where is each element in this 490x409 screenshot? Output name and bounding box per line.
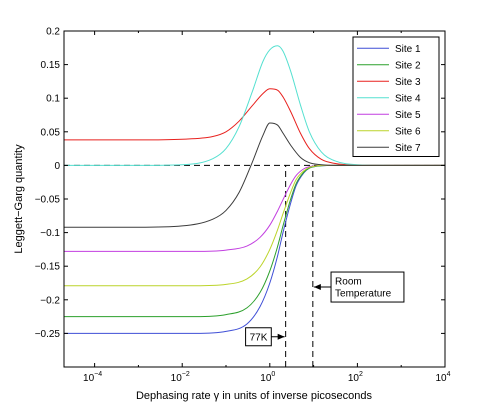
y-tick-label: 0.1: [46, 94, 60, 105]
y-tick-label: −0.05: [35, 195, 61, 206]
y-tick-label: 0.15: [41, 60, 61, 71]
annotation-arrow-head-1: [277, 333, 285, 340]
y-tick-label: −0.15: [35, 262, 61, 273]
y-tick-label: 0: [54, 161, 60, 172]
x-tick-label: 104: [435, 371, 450, 384]
y-axis-title: Leggett−Garg quantity: [13, 144, 25, 254]
legend-label-site-6: Site 6: [395, 126, 421, 137]
y-tick-label: −0.25: [35, 329, 61, 340]
legend-label-site-5: Site 5: [395, 110, 421, 121]
annotation-arrow-head-2: [313, 284, 321, 291]
annotation-label-2: Temperature: [335, 289, 392, 300]
legend: Site 1 Site 2 Site 3 Site 4 Site 5 Site 6 Site…: [352, 36, 440, 157]
series-line-site-3: [64, 88, 445, 166]
legend-box: [352, 36, 440, 157]
y-tick-label: −0.2: [40, 295, 60, 306]
x-tick-label: 100: [260, 371, 275, 384]
series-line-site-4: [64, 45, 445, 166]
annotation-label-2: Room: [335, 277, 362, 288]
legend-label-site-7: Site 7: [395, 143, 421, 154]
legend-label-site-2: Site 2: [395, 60, 421, 71]
legend-label-site-4: Site 4: [395, 93, 421, 104]
annotation-box-2: [330, 271, 405, 303]
y-tick-label: 0.2: [46, 27, 60, 38]
x-tick-label: 10−4: [83, 371, 102, 384]
legend-label-site-3: Site 3: [395, 77, 421, 88]
series-line-site-7: [64, 122, 445, 228]
legend-label-site-1: Site 1: [395, 44, 421, 55]
annotation-label-1: 77K: [250, 332, 268, 343]
x-tick-label: 10−2: [171, 371, 190, 384]
x-axis-title: Dephasing rate γ in units of inverse pic…: [136, 390, 373, 402]
y-tick-label: −0.1: [40, 228, 60, 239]
y-tick-label: 0.05: [41, 127, 61, 138]
series-lines: [63, 45, 445, 334]
axes: 0.2 0.15 0.1 0.05 0 −0.05 −0.1 −0.15 −0.2 −0.25 10…: [35, 27, 451, 385]
x-tick-label: 102: [348, 371, 363, 384]
